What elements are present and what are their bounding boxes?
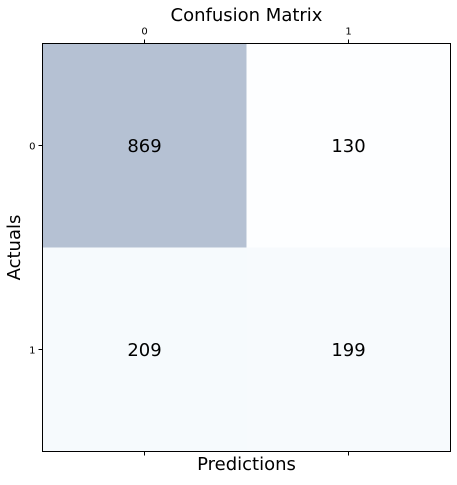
cell-value-label: 130: [331, 136, 365, 157]
x-axis-label: Predictions: [197, 454, 296, 475]
heatmap-cell: [246, 43, 451, 248]
tick-label: 0: [29, 142, 35, 153]
heatmap-cell: [42, 247, 247, 452]
cell-value-labels: 869 130 209 199: [127, 136, 365, 361]
tick-label: 0: [141, 27, 147, 38]
heatmap-cells: [42, 43, 451, 452]
cell-value-label: 199: [331, 340, 365, 361]
chart-title: Confusion Matrix: [171, 5, 323, 26]
cell-value-label: 869: [127, 136, 161, 157]
plot-frame: [42, 43, 451, 452]
axis-ticks: 0 1 0 1: [29, 27, 352, 456]
tick-label: 1: [345, 27, 351, 38]
cell-value-label: 209: [127, 340, 161, 361]
tick-label: 1: [29, 346, 35, 357]
y-axis-label: Actuals: [4, 215, 25, 281]
heatmap-cell: [42, 43, 247, 248]
heatmap-cell: [246, 247, 451, 452]
